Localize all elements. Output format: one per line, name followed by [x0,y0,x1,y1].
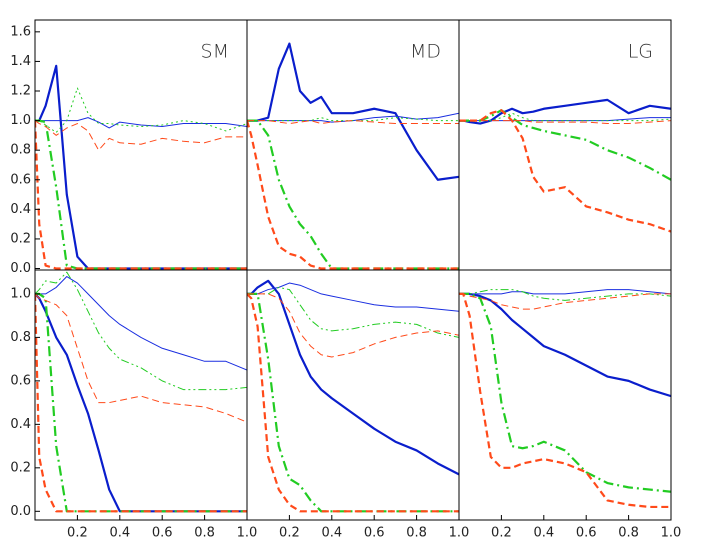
y-tick-label: 1.2 [10,84,31,99]
x-tick-label: 0.2 [67,526,88,541]
series-line [35,293,247,513]
series-line [247,119,459,270]
series-line [35,64,247,270]
panel [35,64,247,270]
series-line [35,271,247,391]
series-line [459,293,671,310]
x-tick-label: 0.4 [321,526,342,541]
y-tick-label: 1.6 [10,24,31,39]
y-tick-label: 0.0 [10,261,31,276]
x-tick-label: 0.6 [364,526,385,541]
panel [459,289,671,509]
series-line [459,289,671,295]
series-line [35,293,247,513]
x-tick-label: 0.4 [109,526,130,541]
panel-title: MD [410,41,441,63]
y-tick-label: 0.2 [10,231,31,246]
series-line [247,293,459,358]
y-tick-label: 0.0 [10,504,31,519]
panel-title: SM [201,41,229,63]
series-line [247,120,459,125]
y-tick-label: 0.4 [10,417,31,432]
x-tick-label: 0.2 [279,526,300,541]
x-tick-label: 0.2 [491,526,512,541]
x-tick-label: 0.8 [194,526,215,541]
panel-frame [458,269,672,521]
series-line [247,279,459,476]
series-line [35,117,247,129]
y-tick-label: 0.4 [10,202,31,217]
panel [247,42,459,270]
series-line [35,120,247,151]
series-line [247,286,459,338]
y-tick-label: 0.8 [10,143,31,158]
series-line [459,292,671,509]
y-tick-label: 0.8 [10,330,31,345]
panel-frame [246,269,460,521]
series-line [35,276,247,371]
series-line [247,293,459,513]
series-line [247,282,459,312]
series-line [35,119,247,270]
series-line [35,120,247,270]
x-tick-label: 0.8 [618,526,639,541]
series-line [459,289,671,301]
x-tick-label: 1.0 [237,526,258,541]
y-tick-label: 0.6 [10,373,31,388]
series-line [247,42,459,181]
series-line [35,292,247,513]
x-tick-label: 1.0 [661,526,682,541]
x-tick-label: 1.0 [449,526,470,541]
x-tick-label: 0.6 [152,526,173,541]
panel [247,279,459,513]
panel [35,271,247,513]
x-tick-label: 0.6 [576,526,597,541]
y-tick-label: 0.2 [10,460,31,475]
y-tick-label: 1.0 [10,286,31,301]
x-tick-label: 0.4 [533,526,554,541]
series-line [459,109,671,233]
series-line [459,98,671,125]
series-line [247,120,459,270]
series-line [459,120,671,125]
y-tick-label: 0.6 [10,172,31,187]
panel [459,98,671,233]
series-line [247,292,459,513]
panel-title: LG [628,41,653,63]
series-line [459,292,671,493]
series-line [35,87,247,133]
y-tick-label: 1.0 [10,113,31,128]
series-line [35,293,247,423]
y-tick-label: 1.4 [10,54,31,69]
panel-frame [34,269,248,521]
x-tick-label: 0.8 [406,526,427,541]
series-line [459,292,671,398]
